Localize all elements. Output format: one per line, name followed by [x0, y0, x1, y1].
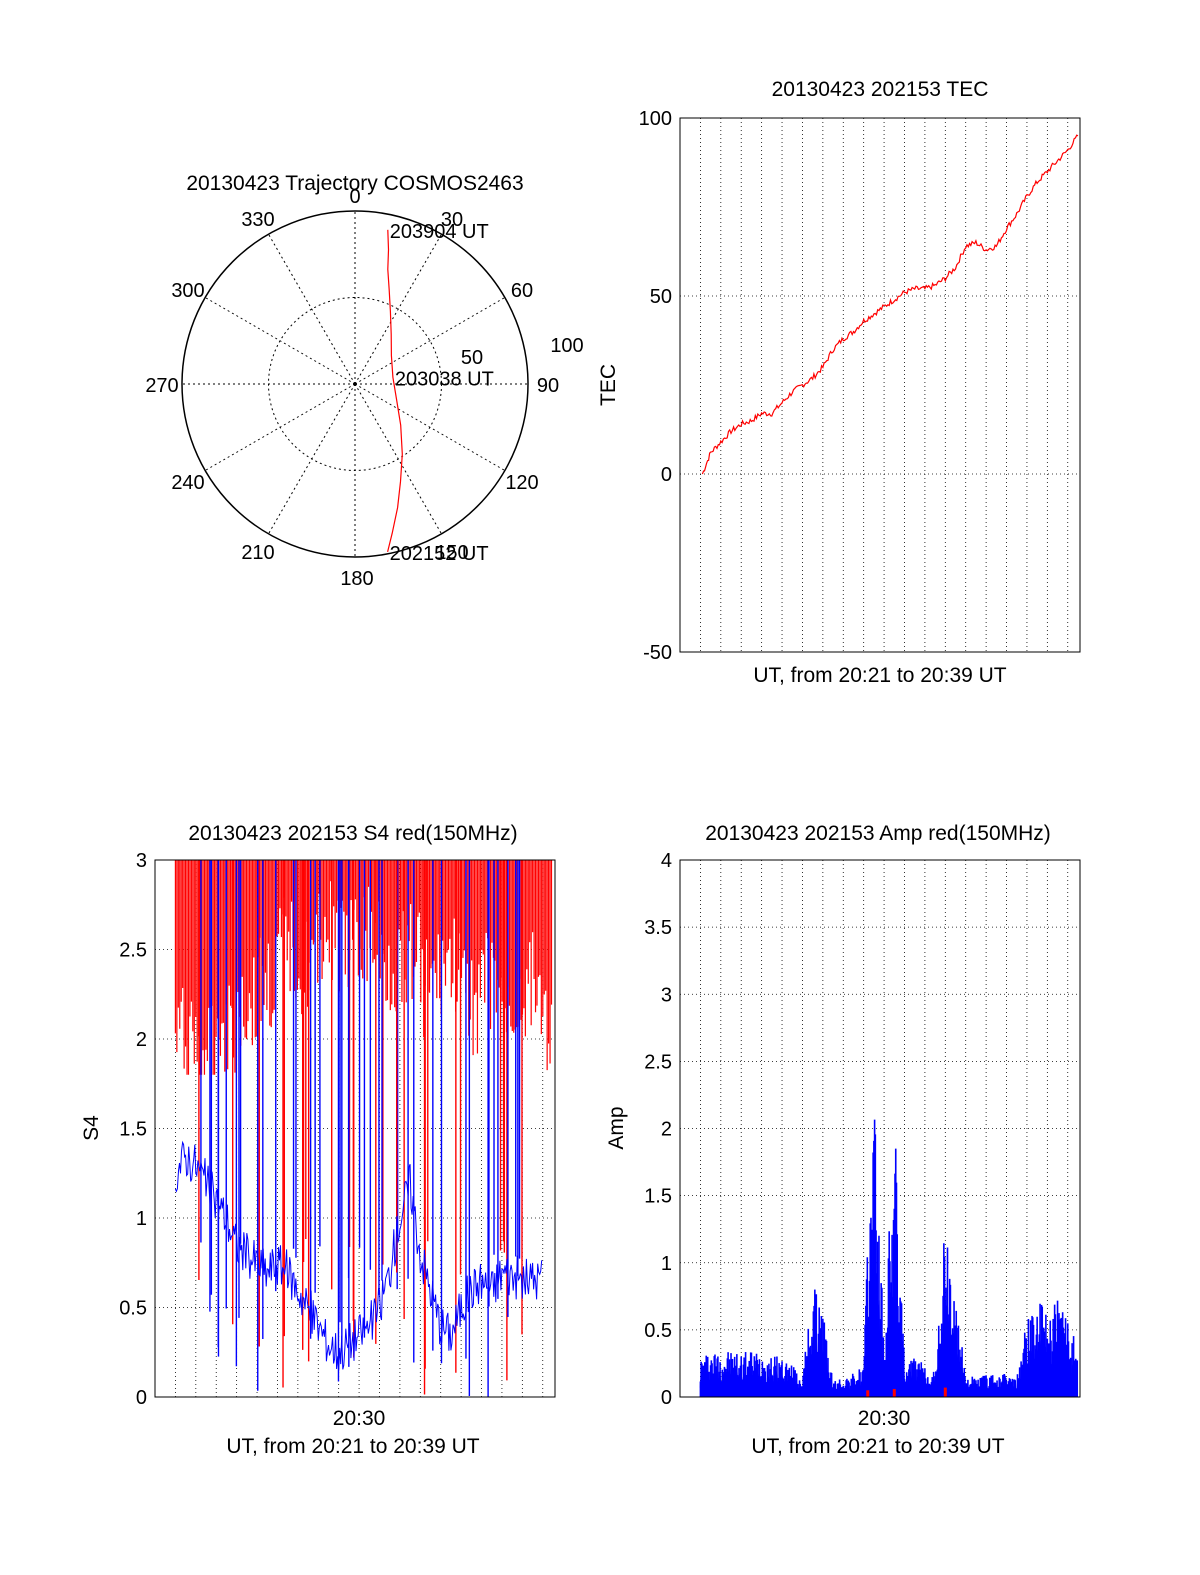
polar-azimuth-label: 30 — [441, 209, 463, 231]
polar-azimuth-label: 0 — [349, 186, 360, 208]
amp-plot-frame — [679, 859, 1081, 1398]
polar-azimuth-label: 330 — [241, 209, 274, 231]
polar-outer-ring — [181, 210, 529, 558]
polar-azimuth-label: 270 — [145, 375, 178, 397]
amp-y-tick-label: 1.5 — [644, 1186, 672, 1208]
tec-y-label: TEC — [597, 364, 620, 406]
polar-radial-label-100: 100 — [550, 335, 583, 357]
s4-plot-frame — [154, 859, 556, 1398]
polar-annotation: 202152 UT — [390, 543, 489, 565]
tec-y-tick-label: -50 — [643, 642, 672, 664]
polar-azimuth-label: 300 — [171, 280, 204, 302]
polar-annotation: 203038 UT — [395, 368, 494, 390]
s4-y-tick-label: 2.5 — [119, 940, 147, 962]
polar-spoke — [354, 233, 442, 385]
tec-y-tick-label: 50 — [650, 286, 672, 308]
s4-title: 20130423 202153 S4 red(150MHz) — [188, 822, 517, 845]
s4-series-blue — [174, 1140, 543, 1371]
polar-spoke — [204, 297, 356, 385]
s4-spikes — [174, 860, 553, 1397]
tec-panel: 20130423 202153 TEC -50 0 50 100 TEC UT, fr… — [597, 78, 1081, 687]
polar-spoke — [354, 383, 506, 471]
amp-y-tick-label: 0.5 — [644, 1320, 672, 1342]
polar-annotations: 203904 UT 203038 UT 202152 UT — [390, 221, 494, 565]
amp-title: 20130423 202153 Amp red(150MHz) — [705, 822, 1051, 845]
polar-azimuth-label: 150 — [435, 542, 468, 564]
amp-y-tick-label: 3 — [661, 984, 672, 1006]
tec-series-line — [701, 134, 1079, 475]
polar-spoke — [268, 233, 356, 385]
tec-x-label: UT, from 20:21 to 20:39 UT — [753, 664, 1006, 687]
polar-spoke — [268, 383, 356, 535]
polar-spoke — [204, 383, 356, 471]
amp-series-red — [866, 1387, 947, 1397]
amp-y-tick-label: 1 — [661, 1253, 672, 1275]
s4-y-tick-label: 1 — [136, 1208, 147, 1230]
polar-azimuth-label: 180 — [340, 568, 373, 590]
polar-azimuth-labels: 0 30 60 90 120 150 180 210 240 270 300 330 — [145, 186, 559, 590]
polar-azimuth-label: 60 — [511, 280, 533, 302]
polar-azimuth-label: 120 — [505, 472, 538, 494]
s4-y-tick-label: 0.5 — [119, 1298, 147, 1320]
polar-grid — [181, 210, 529, 558]
tec-plot-frame — [679, 117, 1081, 653]
amp-y-tick-label: 0 — [661, 1387, 672, 1409]
tec-y-tick-label: 100 — [639, 108, 672, 130]
s4-x-label: UT, from 20:21 to 20:39 UT — [226, 1435, 479, 1458]
s4-panel: 20130423 202153 S4 red(150MHz) 0 0.5 1 1.5 2… — [80, 822, 556, 1458]
polar-azimuth-label: 90 — [537, 375, 559, 397]
polar-title: 20130423 Trajectory COSMOS2463 — [186, 172, 523, 195]
polar-azimuth-label: 210 — [241, 542, 274, 564]
tec-grid — [679, 117, 1080, 653]
polar-radial-label-50: 50 — [461, 347, 483, 369]
polar-annotation: 203904 UT — [390, 221, 489, 243]
amp-y-ticks: 0 0.5 1 1.5 2 2.5 3 3.5 4 — [644, 850, 672, 1409]
amp-y-tick-label: 3.5 — [644, 917, 672, 939]
amp-grid — [679, 859, 1080, 1398]
polar-spoke — [354, 297, 506, 385]
amp-y-label: Amp — [605, 1106, 628, 1149]
s4-y-tick-label: 0 — [136, 1387, 147, 1409]
tec-title: 20130423 202153 TEC — [772, 78, 989, 101]
tec-y-tick-label: 0 — [661, 464, 672, 486]
s4-x-tick-label: 20:30 — [333, 1407, 386, 1430]
s4-y-ticks: 0 0.5 1 1.5 2 2.5 3 — [119, 850, 147, 1409]
s4-y-tick-label: 1.5 — [119, 1119, 147, 1141]
polar-panel: 20130423 Trajectory COSMOS2463 0 30 60 90 12… — [145, 172, 583, 590]
amp-y-tick-label: 2 — [661, 1119, 672, 1141]
amp-x-tick-label: 20:30 — [858, 1407, 911, 1430]
amp-y-tick-label: 2.5 — [644, 1051, 672, 1073]
amp-series-blue — [699, 1230, 1078, 1395]
tec-y-ticks: -50 0 50 100 — [639, 108, 672, 664]
polar-azimuth-label: 240 — [171, 472, 204, 494]
amp-x-label: UT, from 20:21 to 20:39 UT — [751, 1435, 1004, 1458]
polar-trajectory-line — [387, 229, 403, 553]
amp-y-tick-label: 4 — [661, 850, 672, 872]
s4-y-label: S4 — [80, 1115, 103, 1141]
amp-panel: 20130423 202153 Amp red(150MHz) 0 0.5 1 1.5… — [605, 822, 1081, 1458]
s4-y-tick-label: 2 — [136, 1029, 147, 1051]
amp-noise-fill — [699, 1119, 1079, 1397]
s4-y-tick-label: 3 — [136, 850, 147, 872]
polar-spoke — [354, 383, 442, 535]
